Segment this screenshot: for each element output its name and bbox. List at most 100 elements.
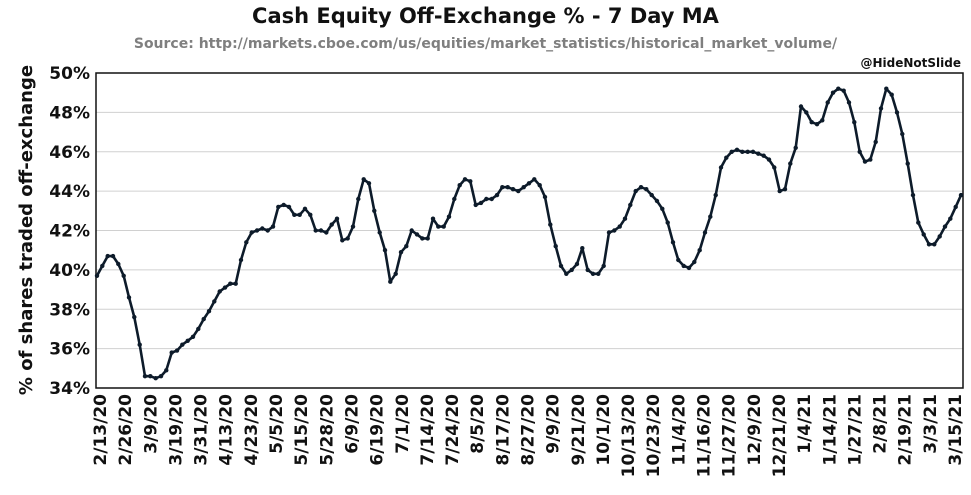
data-point [137, 342, 142, 347]
data-point [766, 157, 772, 162]
y-axis-label: % of shares traded off-exchange [16, 65, 37, 395]
data-point [697, 248, 702, 253]
data-point [94, 273, 100, 278]
x-tick-label: 7/24/20 [443, 394, 463, 466]
data-point [260, 226, 265, 231]
data-point [910, 192, 916, 198]
data-point [190, 334, 196, 339]
data-point [708, 214, 713, 219]
y-tick-label: 42% [49, 222, 90, 242]
plot-area-border [95, 72, 964, 389]
x-tick-label: 10/13/20 [619, 394, 639, 478]
x-tick-label: 5/28/20 [317, 394, 337, 466]
data-point [265, 228, 270, 233]
x-tick-label: 12/21/20 [770, 394, 790, 478]
x-tick-label: 3/31/20 [192, 394, 212, 466]
data-point [478, 200, 484, 206]
data-point [718, 165, 724, 170]
x-tick-label: 7/14/20 [418, 394, 438, 466]
data-point [169, 350, 174, 355]
x-tick-label: 9/9/20 [544, 394, 564, 454]
data-point [324, 230, 329, 235]
data-point [270, 224, 276, 229]
data-point [878, 106, 884, 111]
data-point [500, 185, 505, 190]
data-point [836, 86, 841, 91]
data-point [686, 265, 692, 271]
data-point [852, 120, 857, 125]
data-point [329, 222, 334, 227]
data-point [654, 198, 660, 204]
data-point [676, 257, 681, 263]
y-tick-label: 48% [49, 103, 90, 123]
data-point [142, 374, 148, 379]
data-point [340, 238, 345, 243]
chart-subtitle: Source: http://markets.cboe.com/us/equit… [133, 36, 838, 52]
data-point [510, 187, 516, 192]
data-point [457, 183, 462, 188]
data-point [409, 228, 414, 233]
y-tick-label: 38% [49, 300, 90, 320]
x-tick-label: 2/26/20 [116, 394, 136, 466]
data-point [297, 212, 302, 217]
y-tick-label: 50% [49, 64, 90, 84]
data-point [526, 181, 532, 186]
data-point [521, 185, 526, 190]
data-point [398, 250, 404, 255]
data-point [206, 309, 212, 314]
data-point [958, 192, 964, 198]
data-point [873, 139, 878, 145]
data-point [244, 240, 249, 245]
data-point [937, 234, 942, 239]
data-point [313, 228, 318, 233]
data-point [942, 224, 948, 229]
data-point [212, 299, 217, 304]
series-layer [94, 86, 964, 381]
watermark-handle: @HideNotSlide [860, 56, 961, 70]
data-point [158, 374, 164, 379]
x-tick-label: 3/9/20 [141, 394, 161, 454]
data-point [350, 224, 356, 229]
data-point [905, 161, 910, 166]
x-tick-label: 5/15/20 [292, 394, 312, 466]
data-point [100, 263, 105, 269]
data-point [372, 208, 377, 213]
data-point [564, 271, 569, 276]
data-point [665, 220, 670, 225]
data-point [153, 376, 158, 381]
data-point [670, 240, 676, 245]
data-point [558, 263, 564, 269]
data-point [542, 194, 548, 200]
data-point [825, 100, 830, 105]
data-point [414, 232, 420, 237]
y-tick-label: 34% [49, 379, 90, 399]
data-point [622, 216, 628, 221]
data-point [233, 281, 238, 286]
x-tick-label: 1/4/21 [795, 394, 815, 454]
data-point [846, 100, 852, 105]
x-tick-label: 10/23/20 [644, 394, 664, 478]
x-tick-label: 4/23/20 [242, 394, 262, 466]
data-point [948, 216, 953, 221]
x-tick-label: 11/16/20 [695, 394, 715, 478]
data-point [222, 285, 228, 290]
data-point [164, 368, 169, 373]
data-point [590, 271, 596, 276]
x-tick-label: 5/5/20 [267, 394, 287, 454]
data-point [649, 192, 654, 198]
x-tick-label: 10/1/20 [594, 394, 614, 466]
data-point [884, 86, 889, 91]
data-point [750, 149, 756, 154]
data-point [777, 188, 782, 194]
data-point [633, 188, 638, 194]
y-axis-ticks: 34% 36% 38% 40% 42% 44% 46% 48% 50% [49, 64, 90, 399]
data-point [580, 246, 585, 251]
data-point [756, 151, 761, 156]
y-tick-label: 40% [49, 261, 90, 281]
data-point [196, 326, 201, 332]
data-point [276, 204, 281, 210]
x-tick-label: 1/14/21 [820, 394, 840, 466]
data-point [548, 222, 553, 227]
data-point [318, 228, 324, 233]
data-point [617, 224, 622, 229]
